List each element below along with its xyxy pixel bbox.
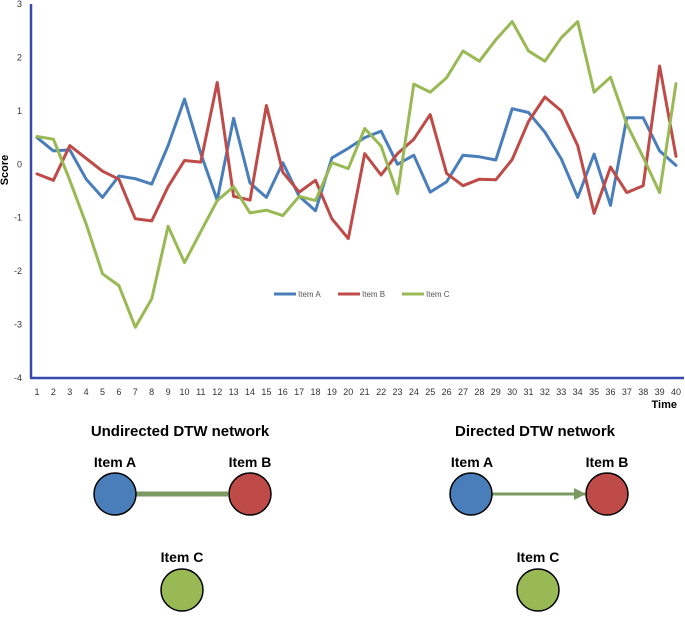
dtw-network-diagrams: Undirected DTW network Item A Item B Ite… (91, 423, 629, 612)
x-tick-label: 28 (474, 387, 484, 397)
y-axis-label: Score (0, 155, 11, 186)
y-tick-label: -2 (14, 266, 22, 276)
x-tick-label: 8 (149, 387, 154, 397)
x-tick-label: 33 (556, 387, 566, 397)
x-tick-label: 30 (507, 387, 517, 397)
legend: Item A Item B Item C (274, 290, 450, 299)
x-tick-label: 26 (442, 387, 452, 397)
node-item-a (449, 472, 493, 516)
y-tick-label: -1 (14, 213, 22, 223)
node-label-item-c: Item C (517, 549, 560, 565)
series-group (35, 20, 678, 329)
x-axis-label: Time (652, 399, 677, 410)
x-tick-label: 12 (212, 387, 222, 397)
y-tick-label: 2 (17, 52, 22, 62)
x-tick-label: 27 (458, 387, 468, 397)
x-tick-label: 15 (261, 387, 271, 397)
node-label-item-b: Item B (586, 454, 629, 470)
undirected-network: Undirected DTW network Item A Item B Ite… (91, 423, 272, 612)
x-tick-label: 23 (392, 387, 402, 397)
node-item-c (516, 568, 560, 612)
network-title: Directed DTW network (455, 423, 616, 440)
node-label-item-a: Item A (94, 454, 136, 470)
network-title: Undirected DTW network (91, 423, 270, 440)
y-tick-label: -4 (14, 373, 22, 383)
x-tick-label: 25 (425, 387, 435, 397)
x-tick-label: 17 (294, 387, 304, 397)
y-tick-label: 0 (17, 159, 22, 169)
x-tick-label: 18 (311, 387, 321, 397)
node-label-item-c: Item C (161, 549, 204, 565)
x-tick-label: 4 (84, 387, 89, 397)
x-tick-label: 9 (166, 387, 171, 397)
y-axis-ticks: 3 2 1 0 -1 -2 -3 -4 (14, 0, 22, 383)
node-label-item-b: Item B (229, 454, 272, 470)
x-tick-label: 34 (573, 387, 583, 397)
x-tick-label: 3 (67, 387, 72, 397)
x-tick-label: 24 (409, 387, 419, 397)
node-item-c (160, 568, 204, 612)
x-tick-label: 13 (229, 387, 239, 397)
node-item-a (93, 472, 137, 516)
x-tick-label: 36 (605, 387, 615, 397)
legend-label-item-b: Item B (362, 290, 385, 299)
x-tick-label: 6 (116, 387, 121, 397)
x-axis-ticks: 1 2 3 4 5 6 7 8 9 10 11 12 13 14 15 16 17 18 19 20 21 22 23 24 2… (34, 387, 681, 397)
x-tick-label: 2 (51, 387, 56, 397)
x-tick-label: 22 (376, 387, 386, 397)
x-tick-label: 11 (196, 387, 205, 397)
x-tick-label: 1 (34, 387, 39, 397)
legend-label-item-c: Item C (426, 290, 450, 299)
x-tick-label: 21 (360, 387, 370, 397)
node-item-b (228, 472, 272, 516)
x-tick-label: 39 (655, 387, 665, 397)
x-tick-label: 35 (589, 387, 599, 397)
node-item-b (585, 472, 629, 516)
x-tick-label: 19 (327, 387, 337, 397)
y-tick-label: 3 (17, 0, 22, 9)
x-tick-label: 32 (540, 387, 550, 397)
x-tick-label: 7 (133, 387, 138, 397)
x-tick-label: 16 (278, 387, 288, 397)
directed-network: Directed DTW network Item A Item B Item … (449, 423, 629, 612)
x-tick-label: 20 (343, 387, 353, 397)
y-tick-label: -3 (14, 320, 22, 330)
x-tick-label: 5 (100, 387, 105, 397)
x-tick-label: 29 (491, 387, 501, 397)
x-tick-label: 14 (245, 387, 255, 397)
legend-label-item-a: Item A (298, 290, 321, 299)
node-label-item-a: Item A (451, 454, 493, 470)
x-tick-label: 38 (638, 387, 648, 397)
x-tick-label: 10 (179, 387, 189, 397)
x-tick-label: 31 (524, 387, 534, 397)
series-line-item-a (35, 97, 678, 213)
y-tick-label: 1 (17, 106, 22, 116)
x-tick-label: 37 (622, 387, 632, 397)
series-line-item-c (35, 20, 678, 329)
series-line-item-b (35, 64, 678, 241)
x-tick-label: 40 (671, 387, 681, 397)
